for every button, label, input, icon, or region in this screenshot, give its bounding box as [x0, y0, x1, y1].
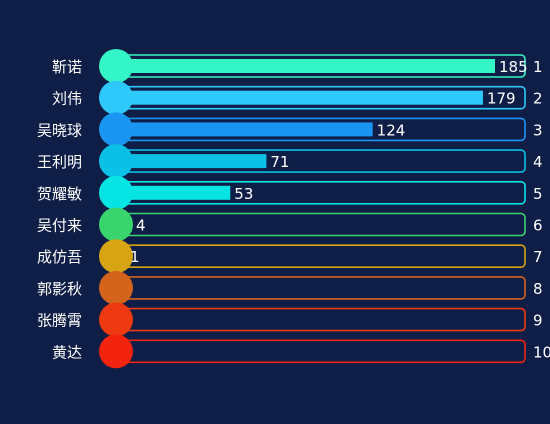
rank-label: 3	[533, 121, 543, 139]
rank-circle-marker	[99, 270, 133, 305]
bar-track	[115, 276, 526, 300]
value-label: 53	[234, 185, 253, 203]
category-label: 贺耀敏	[37, 185, 82, 203]
rank-circle-marker	[99, 334, 133, 369]
rank-circle-marker	[99, 112, 133, 147]
rank-label: 10	[533, 343, 550, 361]
value-label: 4	[136, 217, 146, 235]
rank-label: 1	[533, 58, 543, 76]
category-label: 黄达	[52, 343, 82, 361]
value-label: 71	[270, 153, 289, 171]
value-label: 179	[487, 90, 516, 108]
value-label: 185	[499, 58, 528, 76]
rank-circle-marker	[99, 80, 133, 115]
rank-label: 8	[533, 280, 543, 298]
rank-circle-marker	[99, 49, 133, 83]
bar-track	[115, 307, 526, 332]
rank-label: 9	[533, 312, 543, 330]
bar-track	[115, 244, 526, 268]
rank-circle-marker	[99, 239, 133, 274]
value-label: 124	[377, 121, 406, 139]
bar	[124, 185, 231, 200]
rank-label: 7	[533, 248, 543, 266]
rank-circle-marker	[99, 207, 133, 242]
category-label: 靳诺	[52, 58, 82, 76]
bar	[124, 90, 483, 105]
bar	[124, 59, 495, 73]
rank-label: 5	[533, 185, 543, 203]
value-label: 1	[130, 248, 140, 266]
category-label: 王利明	[37, 153, 82, 171]
category-label: 郭影秋	[37, 280, 82, 298]
rank-label: 4	[533, 153, 543, 171]
rank-label: 2	[533, 90, 543, 108]
bar-track	[115, 212, 526, 237]
rank-circle-marker	[99, 144, 133, 179]
category-label: 成仿吾	[37, 248, 82, 266]
category-label: 张腾霄	[37, 312, 82, 330]
category-label: 刘伟	[52, 90, 82, 108]
rank-circle-marker	[99, 175, 133, 210]
category-label: 吴晓球	[37, 121, 82, 139]
bar	[124, 154, 267, 169]
bar-track	[115, 339, 526, 364]
rank-circle-marker	[99, 302, 133, 337]
bar	[124, 122, 373, 137]
category-label: 吴付来	[37, 217, 82, 235]
rank-label: 6	[533, 217, 543, 235]
